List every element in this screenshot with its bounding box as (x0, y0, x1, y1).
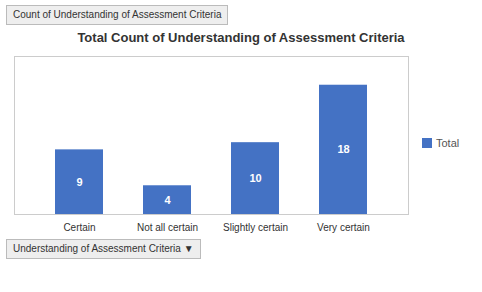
svg-text:10: 10 (249, 172, 261, 184)
svg-text:Very certain: Very certain (317, 222, 370, 233)
svg-text:18: 18 (337, 143, 349, 155)
svg-text:Slightly certain: Slightly certain (223, 222, 288, 233)
svg-text:9: 9 (76, 176, 82, 188)
html-text:Count of Understanding of Asse: Count of Understanding of Assessment Cri… (13, 9, 222, 20)
svg-text:4: 4 (164, 194, 171, 206)
html-text:Understanding of Assessment Cr: Understanding of Assessment Criteria ▼ (13, 243, 194, 254)
html-text:Total Count of Understanding o: Total Count of Understanding of Assessme… (77, 30, 405, 45)
svg-text:Not all certain: Not all certain (137, 222, 198, 233)
svg-text:Certain: Certain (63, 222, 95, 233)
html-text:Total: Total (436, 137, 460, 149)
